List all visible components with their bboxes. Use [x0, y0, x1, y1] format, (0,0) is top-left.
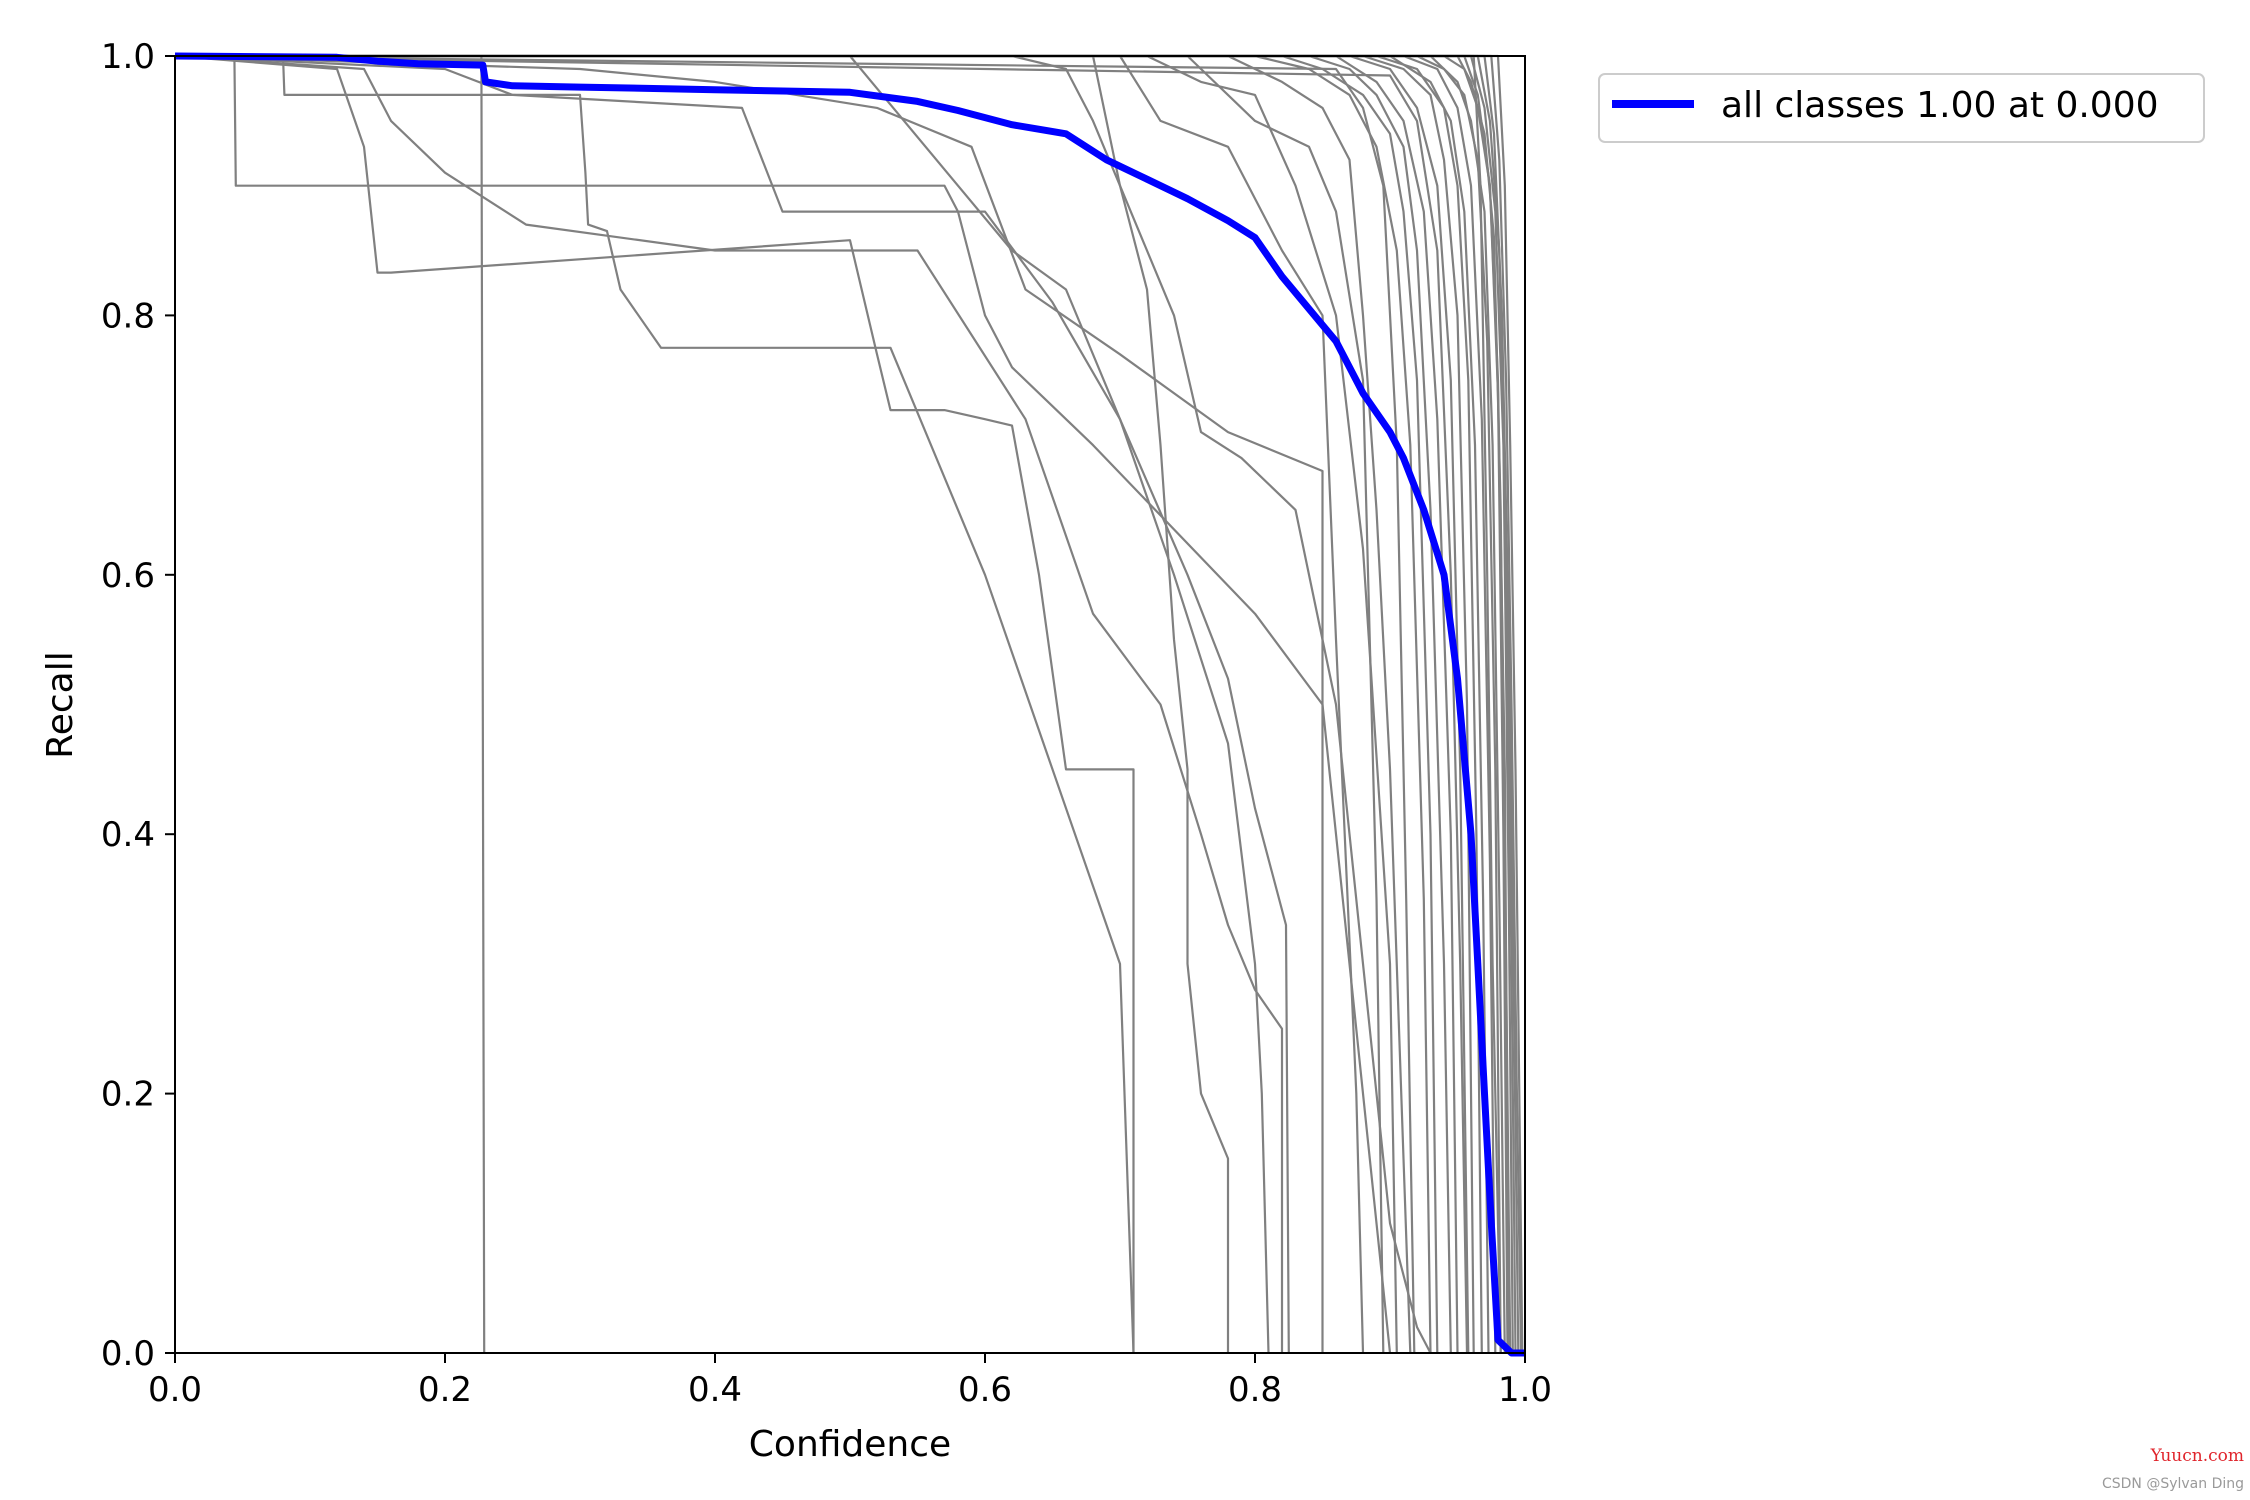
y-axis: 0.0 0.2 0.4 0.6 0.8 1.0	[101, 37, 175, 1374]
all-classes-curve	[174, 52, 1525, 1357]
x-axis: 0.0 0.2 0.4 0.6 0.8 1.0	[148, 1353, 1552, 1410]
class-curve-9	[175, 54, 1432, 1354]
legend-label: all classes 1.00 at 0.000	[1721, 85, 2159, 126]
watermark-site: Yuucn.com	[2150, 1446, 2244, 1466]
y-tick-label: 0.0	[101, 1334, 155, 1374]
class-curve-8	[175, 54, 1270, 1354]
x-tick-label: 0.0	[148, 1370, 202, 1410]
class-curve-12	[175, 54, 1398, 1354]
class-curve-23	[175, 54, 1497, 1354]
class-curve-7	[174, 54, 1324, 1353]
class-curve-15	[175, 54, 1432, 1354]
class-curve-11	[175, 54, 1365, 1354]
y-tick-label: 0.8	[101, 296, 155, 336]
x-tick-label: 0.4	[688, 1370, 742, 1410]
class-curve-35	[174, 54, 1469, 1354]
x-tick-label: 1.0	[1498, 1370, 1552, 1410]
class-curve-6	[174, 54, 1290, 1354]
class-curve-36	[174, 54, 1416, 1354]
class-curve-16	[175, 54, 1439, 1354]
class-curve-25	[175, 54, 1506, 1354]
plot-frame	[174, 55, 1526, 1354]
class-curve-1	[175, 54, 1392, 1354]
class-curve-21	[175, 54, 1483, 1354]
class-curve-22	[175, 54, 1490, 1354]
class-curve-17	[175, 54, 1452, 1354]
class-curve-18	[175, 54, 1459, 1354]
class-curve-10	[175, 54, 1230, 1353]
legend-box	[1598, 73, 2205, 143]
legend: all classes 1.00 at 0.000	[1598, 73, 2205, 143]
y-axis-title: Recall	[40, 651, 81, 758]
curves-group	[174, 52, 1525, 1357]
y-tick-label: 0.2	[101, 1075, 155, 1115]
watermark-author: CSDN @Sylvan Ding	[2101, 1476, 2244, 1492]
y-tick-label: 1.0	[101, 37, 155, 77]
class-curve-4	[174, 54, 1135, 1353]
class-curve-5	[174, 54, 1284, 1353]
y-tick-label: 0.4	[101, 815, 155, 855]
class-curve-20	[175, 54, 1475, 1354]
x-axis-title: Confidence	[749, 1424, 951, 1465]
y-tick-label: 0.6	[101, 556, 155, 596]
class-curve-3	[175, 54, 1135, 1354]
x-tick-label: 0.6	[958, 1370, 1012, 1410]
x-tick-label: 0.8	[1228, 1370, 1282, 1410]
x-tick-label: 0.2	[418, 1370, 472, 1410]
